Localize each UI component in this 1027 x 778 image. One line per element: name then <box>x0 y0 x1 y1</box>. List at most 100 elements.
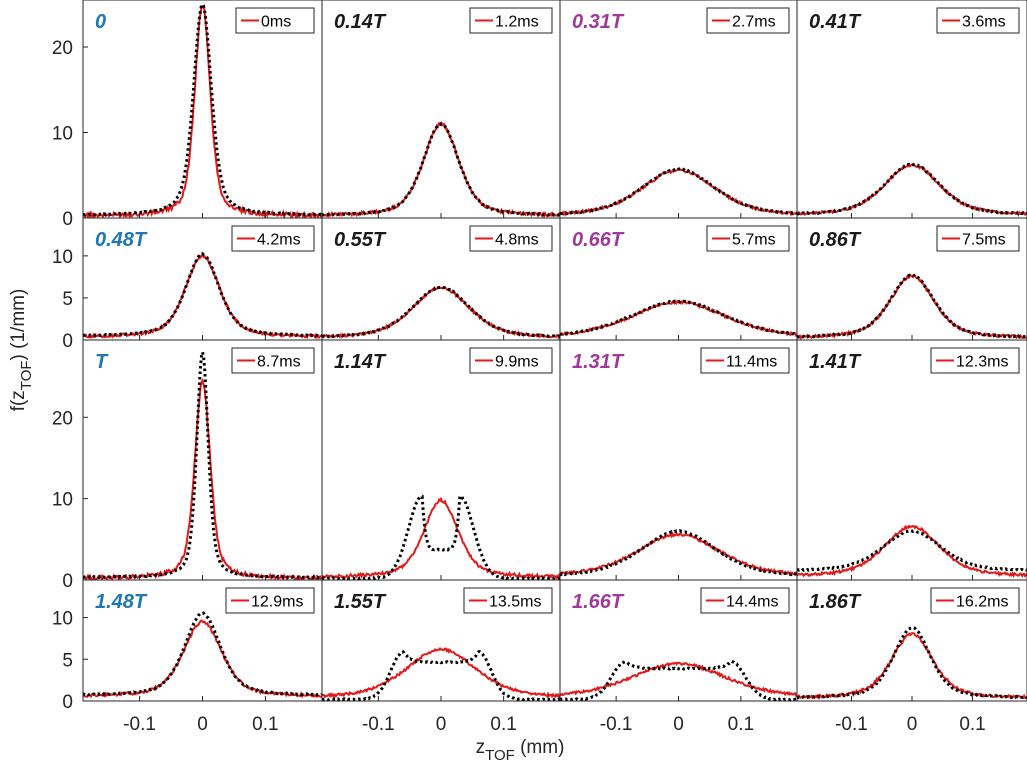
legend-entry: 9.9ms <box>495 354 539 371</box>
legend: 7.5ms <box>936 225 1020 252</box>
legend-entry: 8.7ms <box>257 354 301 371</box>
panel-1.14T: 1.14T 9.9ms <box>321 339 561 581</box>
legend-entry: 2.7ms <box>732 14 776 31</box>
legend: 4.2ms <box>231 225 315 252</box>
legend-entry: 3.6ms <box>962 14 1006 31</box>
panel-label: 0.66T <box>572 229 625 251</box>
panel-T: 0 10 20 T 8.7ms <box>52 339 323 592</box>
panel-frame <box>82 339 323 581</box>
legend-box <box>235 7 315 34</box>
legend-entry: 4.2ms <box>257 232 301 249</box>
x-tick-label: 0 <box>907 714 918 735</box>
x-tick-label: 0 <box>673 714 684 735</box>
panels-group: 0 10 20 0 0ms 0.14T 1.2ms 0.31T 2.7ms 0.41T 3.6ms 0… <box>52 0 1027 735</box>
measured-series-line <box>560 167 797 217</box>
simulated-series-line <box>322 494 560 580</box>
panel-0.31T: 0.31T 2.7ms <box>559 0 798 219</box>
y-tick-label: 10 <box>52 247 73 268</box>
legend: 0ms <box>235 7 315 34</box>
panel-label: 0.41T <box>809 11 862 33</box>
x-tick-label: 0.1 <box>252 714 278 735</box>
simulated-series-line <box>322 122 560 218</box>
measured-series-line <box>797 273 1027 340</box>
measured-series-line <box>322 646 560 700</box>
legend: 12.3ms <box>930 347 1020 374</box>
measured-series-line <box>83 252 322 340</box>
panel-1.66T: -0.1 0 0.1 1.66T 14.4ms <box>559 579 798 735</box>
panel-1.86T: -0.1 0 0.1 1.86T 16.2ms <box>796 579 1027 735</box>
simulated-series-line <box>83 351 322 580</box>
simulated-series-line <box>560 298 797 337</box>
legend: 5.7ms <box>706 225 790 252</box>
x-axis-label-subscript: TOF <box>485 747 515 764</box>
measured-series-line <box>83 378 322 580</box>
legend-entry: 12.9ms <box>251 594 303 611</box>
measured-series-line <box>83 619 322 699</box>
legend: 3.6ms <box>936 7 1020 34</box>
y-tick-label: 5 <box>62 289 73 310</box>
y-tick-label: 20 <box>52 38 73 59</box>
legend: 12.9ms <box>225 587 315 614</box>
panel-label: 0.14T <box>334 11 387 33</box>
simulated-series-line <box>83 2 322 217</box>
y-tick-label: 20 <box>52 408 73 429</box>
panel-label: 1.31T <box>572 351 625 373</box>
panel-1.41T: 1.41T 12.3ms <box>796 339 1027 581</box>
legend-entry: 1.2ms <box>495 14 539 31</box>
x-tick-label: 0.1 <box>490 714 516 735</box>
legend: 16.2ms <box>930 587 1020 614</box>
legend: 4.8ms <box>469 225 553 252</box>
y-tick-label: 0 <box>62 331 73 352</box>
y-axis-label-subscript: TOF <box>18 360 35 390</box>
simulated-series-line <box>83 611 322 697</box>
legend: 13.5ms <box>463 587 553 614</box>
legend-entry: 16.2ms <box>956 594 1008 611</box>
legend-entry: 4.8ms <box>495 232 539 249</box>
panel-label: 1.66T <box>572 591 625 613</box>
measured-series-line <box>322 496 560 580</box>
simulated-series-line <box>797 529 1027 573</box>
panel-frame <box>559 339 798 581</box>
legend: 1.2ms <box>469 7 553 34</box>
legend-box <box>936 7 1020 34</box>
legend: 2.7ms <box>706 7 790 34</box>
legend-entry: 0ms <box>261 14 291 31</box>
y-tick-label: 5 <box>62 650 73 671</box>
legend: 11.4ms <box>700 347 790 374</box>
x-tick-label: -0.1 <box>600 714 633 735</box>
measured-series-line <box>797 631 1027 701</box>
legend: 8.7ms <box>231 347 315 374</box>
legend-entry: 12.3ms <box>956 354 1008 371</box>
panel-0.14T: 0.14T 1.2ms <box>321 0 561 219</box>
measured-series-line <box>560 661 797 698</box>
panel-label: 0.55T <box>334 229 387 251</box>
simulated-series-line <box>797 272 1027 339</box>
panel-label: 1.86T <box>809 591 862 613</box>
panel-label: 1.48T <box>95 591 148 613</box>
panel-frame <box>796 339 1027 581</box>
y-tick-label: 0 <box>62 692 73 713</box>
simulated-series-line <box>83 251 322 338</box>
x-axis-label: zTOF (mm) <box>476 737 565 764</box>
measured-series-line <box>797 162 1027 217</box>
measured-series-line <box>322 121 560 218</box>
simulated-series-line <box>560 167 797 216</box>
measured-series-line <box>83 5 322 218</box>
panel-1.55T: -0.1 0 0.1 1.55T 13.5ms <box>321 579 561 735</box>
measured-series-line <box>322 285 560 340</box>
x-tick-label: -0.1 <box>835 714 868 735</box>
x-tick-label: 0 <box>436 714 447 735</box>
panel-label: 0.86T <box>809 229 862 251</box>
panel-0.55T: 0.55T 4.8ms <box>321 217 561 341</box>
y-axis-label: f(zTOF) (1/mm) <box>8 289 35 412</box>
panel-0.86T: 0.86T 7.5ms <box>796 217 1027 341</box>
legend-entry: 5.7ms <box>732 232 776 249</box>
legend-entry: 14.4ms <box>726 594 778 611</box>
y-tick-label: 0 <box>62 571 73 592</box>
panel-0.48T: 0 5 10 0.48T 4.2ms <box>52 217 323 352</box>
panel-1.48T: 0 5 10 -0.1 0 0.1 1.48T 12.9ms <box>52 579 323 735</box>
legend: 9.9ms <box>469 347 553 374</box>
simulated-series-line <box>322 650 560 701</box>
panel-label: 1.14T <box>334 351 387 373</box>
